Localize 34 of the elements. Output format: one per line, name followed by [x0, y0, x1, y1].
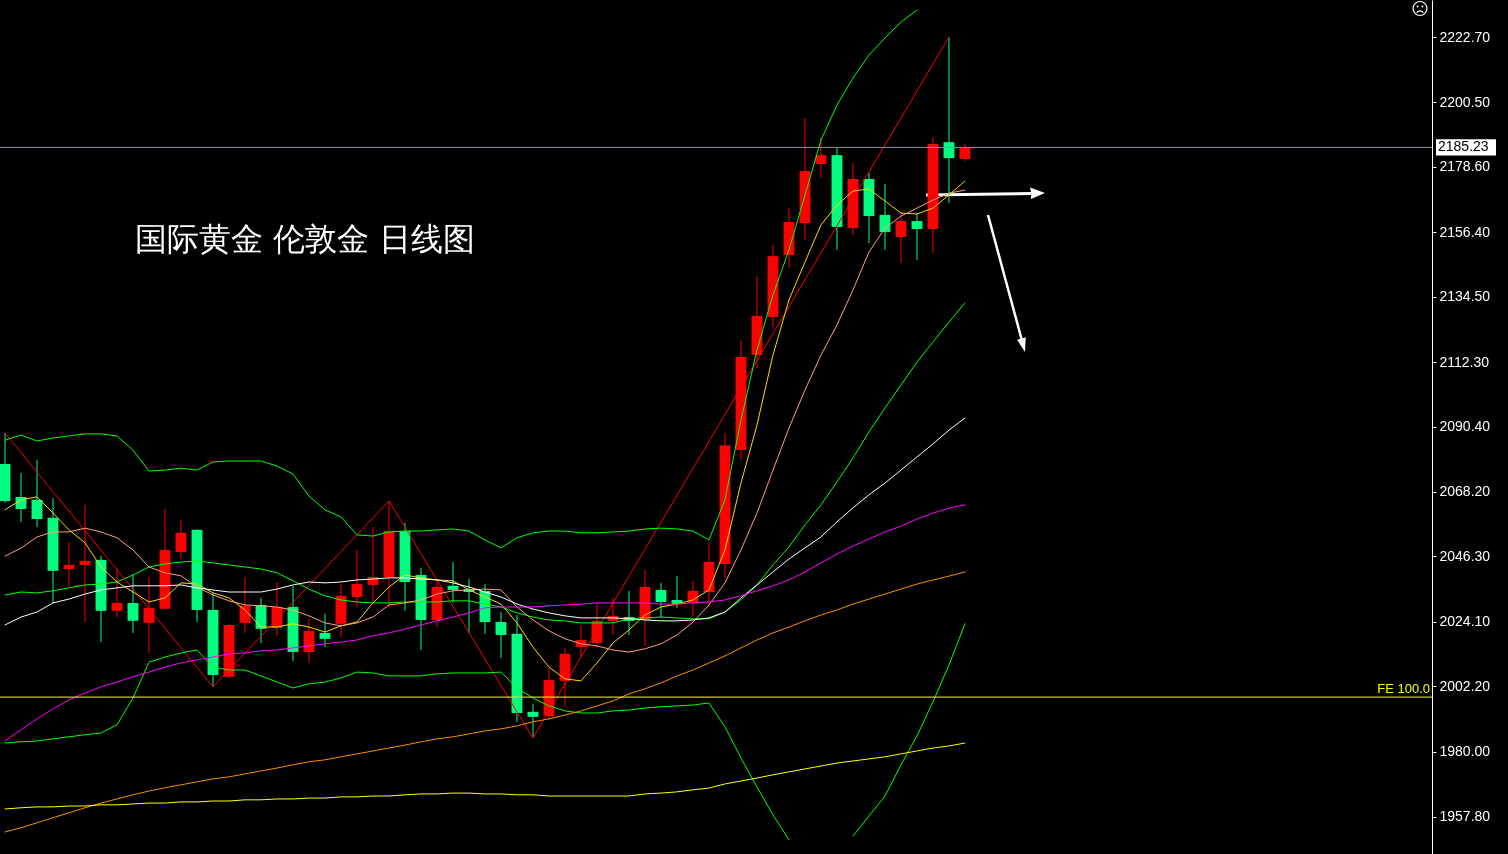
line-series	[4, 571, 966, 833]
candlestick	[527, 703, 539, 739]
candlestick	[895, 210, 907, 264]
candlestick	[495, 611, 507, 659]
ref-line-label: FE 100.0	[1377, 681, 1430, 697]
y-tick-label: 2090.40	[1439, 418, 1491, 435]
candlestick	[351, 549, 363, 608]
line-series	[4, 417, 966, 626]
candlestick	[655, 582, 667, 618]
y-tick-label: 2024.10	[1439, 613, 1491, 630]
y-tick-label: 1980.00	[1439, 743, 1491, 760]
y-tick-label: 2222.70	[1439, 28, 1491, 45]
candlestick	[127, 573, 139, 634]
line-series	[4, 9, 918, 549]
candlestick	[319, 613, 331, 648]
y-tick-label: 2002.20	[1439, 677, 1491, 694]
line-series	[4, 36, 950, 739]
candlestick	[911, 212, 923, 261]
y-tick-label: 2046.30	[1439, 547, 1491, 564]
ref-line-label: 2185.23	[1438, 138, 1489, 155]
line-series	[4, 742, 966, 810]
y-tick-label: 1957.80	[1439, 808, 1491, 825]
candlestick	[175, 519, 187, 560]
candlestick	[31, 459, 43, 528]
candlestick	[111, 568, 123, 618]
y-tick-label: 2178.60	[1439, 158, 1491, 175]
line-series	[4, 504, 966, 742]
y-tick-label: 2200.50	[1439, 93, 1491, 110]
y-tick-label: 2068.20	[1439, 483, 1491, 500]
text: 国际黄金 伦敦金 日线图	[135, 220, 476, 258]
y-tick-label: 2156.40	[1439, 223, 1491, 240]
y-tick-label: 2112.30	[1439, 353, 1490, 370]
y-tick-label: 2134.50	[1439, 288, 1491, 305]
candlestick	[815, 136, 827, 179]
